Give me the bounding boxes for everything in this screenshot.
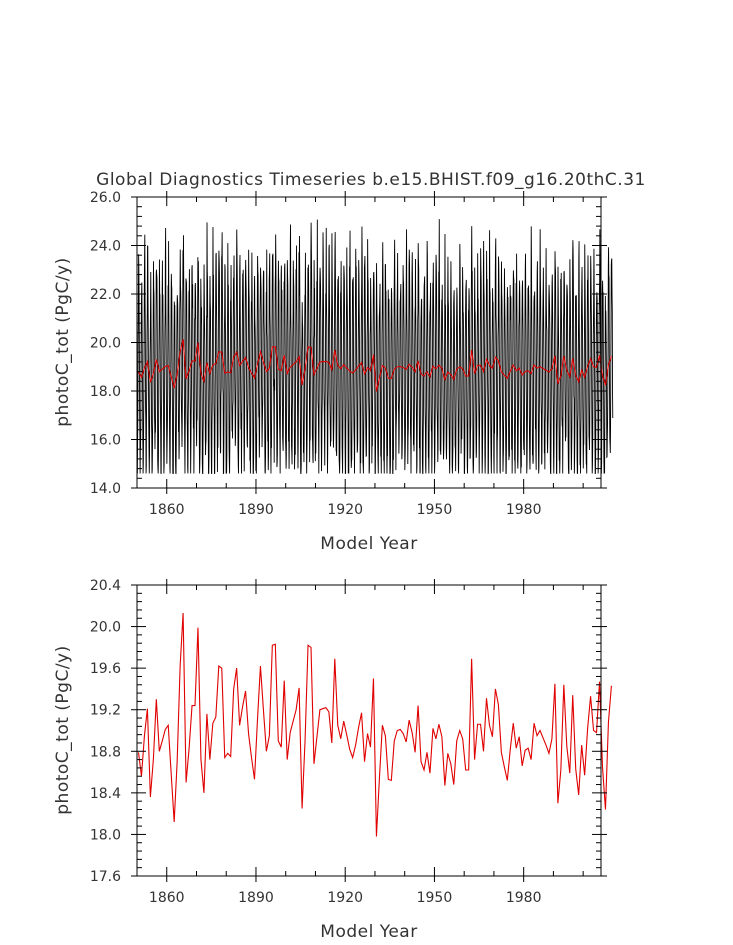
y-tick-label: 18.0 (90, 384, 121, 400)
bottom-x-axis-title: Model Year (320, 922, 417, 942)
y-tick-label: 20.4 (90, 578, 121, 594)
top-x-axis-title: Model Year (320, 534, 417, 554)
y-tick-label: 26.0 (90, 190, 121, 206)
monthly-series-line (136, 219, 614, 475)
bottom-panel: 1860 1890 1920 1950 1980 17.6 18.0 18.4 18.8 19.2… (53, 578, 612, 942)
y-tick-label: 16.0 (90, 433, 121, 449)
y-tick-label: 20.0 (90, 620, 121, 636)
top-y-axis-title: photoC_tot (PgC/y) (53, 257, 73, 427)
y-tick-label: 18.8 (90, 744, 121, 760)
annual-mean-line-bottom (137, 613, 612, 837)
x-tick-label: 1890 (238, 890, 274, 906)
x-tick-label: 1980 (506, 502, 542, 518)
top-panel: 1860 1890 1920 1950 1980 14.0 16.0 18.0 20.0 22.0… (53, 190, 614, 554)
y-tick-label: 17.6 (90, 869, 121, 885)
y-tick-label: 18.4 (90, 786, 121, 802)
bottom-plot-frame (136, 584, 602, 877)
y-tick-label: 19.6 (90, 661, 121, 677)
y-tick-label: 18.0 (90, 827, 121, 843)
y-tick-label: 19.2 (90, 703, 121, 719)
chart-title: Global Diagnostics Timeseries b.e15.BHIS… (96, 170, 646, 190)
x-tick-label: 1950 (417, 890, 453, 906)
x-tick-label: 1920 (327, 890, 363, 906)
x-tick-label: 1860 (149, 502, 185, 518)
y-tick-label: 20.0 (90, 336, 121, 352)
y-tick-label: 22.0 (90, 287, 121, 303)
x-tick-label: 1890 (238, 502, 274, 518)
y-tick-label: 24.0 (90, 239, 121, 255)
y-tick-label: 14.0 (90, 481, 121, 497)
x-tick-label: 1860 (149, 890, 185, 906)
annual-mean-line-top (138, 339, 612, 392)
bottom-y-axis-title: photoC_tot (PgC/y) (53, 645, 73, 815)
x-tick-label: 1920 (327, 502, 363, 518)
x-tick-label: 1980 (506, 890, 542, 906)
x-tick-label: 1950 (417, 502, 453, 518)
